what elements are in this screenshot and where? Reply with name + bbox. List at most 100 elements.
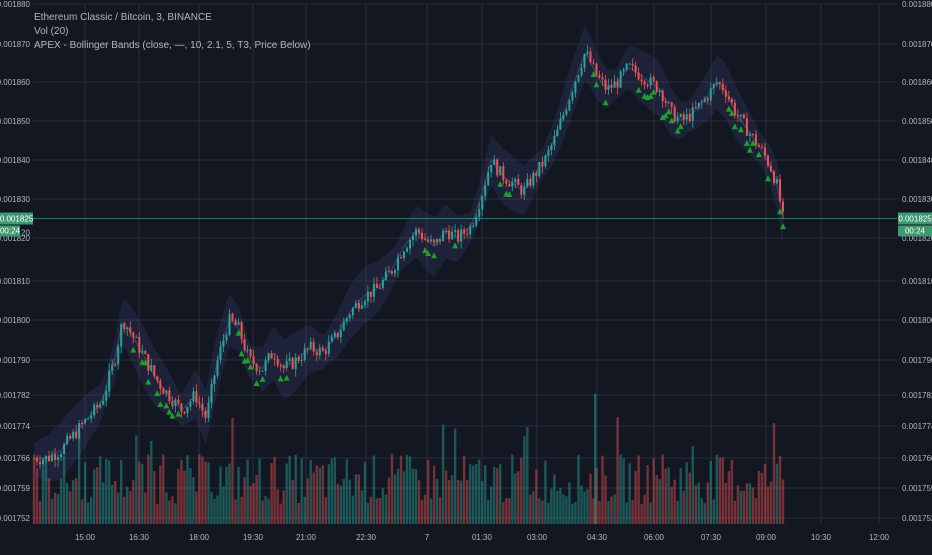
x-tick-13: 10:30 <box>811 533 832 542</box>
volume-bar <box>35 468 39 524</box>
volume-bar <box>453 428 457 524</box>
signal-marker <box>749 139 756 146</box>
candle-body <box>222 340 225 347</box>
candle-body <box>622 69 625 72</box>
candle-body <box>721 83 724 91</box>
volume-bar <box>228 463 231 524</box>
candle-body <box>703 98 706 102</box>
candle-body <box>709 88 712 101</box>
candle-body <box>478 209 481 217</box>
signal-marker <box>602 99 609 106</box>
volume-bar <box>393 474 397 524</box>
volume-bar <box>444 470 448 524</box>
candle-body <box>267 353 270 361</box>
countdown-right: 00:24 <box>905 227 926 236</box>
signal-marker <box>166 408 173 415</box>
volume-bar <box>775 463 779 524</box>
volume-bar <box>102 482 105 524</box>
legend-volume[interactable]: Vol (20) <box>34 26 69 37</box>
volume-bar <box>210 491 213 524</box>
candle-body <box>345 318 348 322</box>
volume-bar <box>769 481 773 524</box>
candle-body <box>384 271 387 280</box>
volume-bar <box>68 491 72 524</box>
volume-bar <box>50 498 54 524</box>
volume-bar <box>664 468 667 524</box>
volume-bar <box>276 489 279 524</box>
volume-bar <box>568 482 571 524</box>
candle-body <box>177 399 180 404</box>
y-tick-left-6: 0.001820 <box>0 234 31 243</box>
volume-bar <box>763 463 767 524</box>
volume-bar <box>90 497 93 524</box>
volume-bar <box>246 459 249 524</box>
candle-body <box>571 92 574 101</box>
x-tick-2: 18:00 <box>189 533 210 542</box>
volume-bar <box>781 479 785 524</box>
volume-bar <box>174 503 177 524</box>
volume-bar <box>114 481 117 524</box>
volume-bar <box>706 482 709 524</box>
volume-bar <box>147 454 150 524</box>
candle-body <box>730 99 733 103</box>
legend-bollinger[interactable]: APEX - Bollinger Bands (close, —, 10, 2.… <box>34 40 311 51</box>
volume-bar <box>285 463 288 524</box>
candle-body <box>288 358 291 361</box>
y-tick-right-2: 0.001860 <box>902 78 932 87</box>
volume-bar <box>583 491 586 524</box>
candle-body <box>773 171 775 184</box>
candle-body <box>433 239 436 243</box>
volume-bar <box>595 468 598 524</box>
candle-body <box>216 360 219 376</box>
volume-bar <box>751 487 755 524</box>
candle-body <box>712 84 715 89</box>
volume-bar <box>712 499 715 524</box>
volume-bar <box>721 457 724 524</box>
candle-body <box>270 353 273 359</box>
volume-bar <box>399 455 403 524</box>
x-tick-8: 03:00 <box>527 533 548 542</box>
candle-body <box>706 98 709 101</box>
volume-bar <box>225 466 228 524</box>
candle-body <box>523 186 526 195</box>
candle-body <box>469 225 472 235</box>
candle-body <box>195 391 198 403</box>
candle-body <box>520 185 523 195</box>
candle-body <box>378 287 381 289</box>
signal-marker <box>593 81 600 88</box>
candle-body <box>138 337 141 353</box>
candle-body <box>315 351 318 356</box>
candle-body <box>770 165 772 172</box>
volume-bar <box>559 488 562 524</box>
candle-body <box>697 102 700 108</box>
candle-body <box>273 358 276 360</box>
candle-body <box>445 230 448 232</box>
volume-bar <box>589 473 592 524</box>
x-tick-7: 01:30 <box>472 533 493 542</box>
volume-bar <box>414 469 418 524</box>
y-tick-right-8: 0.001800 <box>902 316 932 325</box>
candle-body <box>375 283 378 288</box>
volume-bar <box>324 497 327 524</box>
candle-body <box>538 162 541 176</box>
volume-bar <box>258 458 261 524</box>
candle-body <box>613 81 616 88</box>
candle-body <box>688 114 691 121</box>
volume-bar <box>120 460 123 524</box>
legend-symbol[interactable]: Ethereum Classic / Bitcoin, 3, BINANCE <box>34 12 212 23</box>
candle-body <box>159 380 162 389</box>
volume-bar <box>456 479 460 524</box>
candle-body <box>261 370 264 372</box>
x-tick-0: 15:00 <box>75 533 96 542</box>
volume-bar <box>405 454 409 524</box>
candle-body <box>529 179 532 186</box>
candle-body <box>619 71 622 88</box>
candle-body <box>463 229 466 234</box>
candle-body <box>718 82 721 84</box>
candle-body <box>541 162 544 167</box>
signal-marker <box>677 123 684 130</box>
candle-body <box>327 341 330 354</box>
volume-bar <box>502 502 505 524</box>
candle-body <box>294 357 297 369</box>
